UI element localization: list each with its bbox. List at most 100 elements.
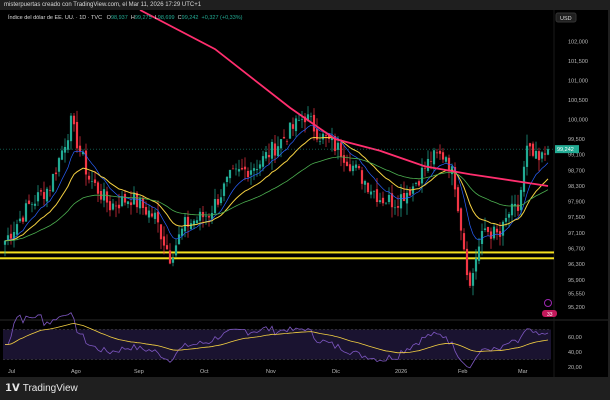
chart-area[interactable]: 102,000 101,500 101,000 100,500 100,000 99,50… — [0, 9, 608, 377]
high-label: H — [130, 15, 135, 21]
candle-body — [270, 141, 274, 159]
candle-body — [78, 145, 82, 152]
candle-body — [96, 182, 100, 194]
currency-label: USD — [560, 16, 572, 22]
candle-body — [489, 231, 493, 239]
candle-body — [285, 141, 289, 142]
y-tick-label: 98,300 — [568, 184, 585, 190]
candle-body — [303, 116, 307, 123]
y-tick-label: 101,000 — [568, 78, 588, 84]
candle-body — [438, 150, 442, 154]
y-tick-label: 102,000 — [568, 39, 588, 45]
candle-body — [354, 164, 358, 168]
candle-body — [240, 167, 244, 170]
candle-body — [540, 152, 544, 159]
rsi-line — [5, 312, 549, 369]
events-badge — [542, 310, 557, 317]
x-tick-label: Feb — [458, 369, 467, 375]
candle-body — [456, 187, 460, 212]
x-tick-label: Oct — [200, 369, 209, 375]
candle-body — [81, 151, 85, 155]
candle-body — [516, 204, 520, 211]
candle-body — [39, 190, 43, 192]
candle-body — [60, 150, 64, 160]
x-tick-label: Jul — [8, 369, 15, 375]
symbol-label: Índice del dólar de EE. UU. · 1D · TVC — [8, 15, 103, 21]
candle-body — [93, 179, 97, 183]
candle-body — [33, 203, 37, 206]
candle-body — [243, 166, 247, 170]
ohlc-legend: Índice del dólar de EE. UU. · 1D · TVC O… — [8, 15, 243, 21]
support-level-line — [0, 251, 554, 254]
candle-body — [234, 168, 238, 170]
candle-body — [546, 149, 550, 155]
candle-body — [537, 151, 541, 161]
candle-body — [399, 194, 403, 209]
candle-body — [117, 204, 121, 209]
candle-body — [345, 161, 349, 166]
candle-body — [213, 199, 217, 214]
candle-body — [435, 152, 439, 154]
candle-body — [6, 235, 10, 241]
candle-body — [348, 164, 352, 171]
events-badge-label: 33 — [547, 312, 553, 318]
candle-body — [249, 170, 253, 175]
candle-body — [483, 228, 487, 230]
candle-body — [321, 133, 325, 140]
candle-body — [357, 166, 361, 169]
candle-body — [360, 170, 364, 184]
candle-body — [396, 206, 400, 208]
candle-body — [402, 193, 406, 202]
candle-body — [414, 182, 418, 184]
candle-body — [495, 228, 499, 233]
candle-body — [423, 167, 427, 169]
x-tick-label: Mar — [518, 369, 528, 375]
candle-body — [42, 192, 46, 199]
candle-body — [351, 165, 355, 172]
candle-body — [225, 176, 229, 182]
tv-logo-icon: 𝟭𝗩 — [5, 383, 20, 394]
candle-body — [228, 169, 232, 179]
candle-body — [105, 191, 109, 203]
candle-body — [459, 208, 463, 231]
x-tick-label: Dic — [332, 369, 340, 375]
candle-body — [300, 119, 304, 120]
candle-body — [531, 143, 535, 156]
candle-body — [165, 245, 169, 250]
candle-body — [111, 203, 115, 210]
candle-body — [144, 207, 148, 215]
candle-body — [177, 234, 181, 245]
candle-body — [267, 154, 271, 158]
candle-body — [222, 183, 226, 196]
candle-body — [147, 210, 151, 218]
candle-body — [210, 212, 214, 219]
candle-body — [417, 181, 421, 186]
x-tick-label: Ago — [71, 369, 81, 375]
candle-body — [246, 170, 250, 178]
candle-body — [297, 120, 301, 121]
candle-body — [519, 189, 523, 211]
candle-body — [258, 164, 262, 169]
candle-body — [426, 158, 430, 171]
currency-button[interactable] — [555, 12, 577, 23]
alert-icon — [544, 299, 552, 307]
candle-body — [315, 128, 319, 140]
price-chart[interactable]: 102,000 101,500 101,000 100,500 100,000 99,50… — [0, 9, 608, 377]
tradingview-logo[interactable]: 𝟭𝗩 TradingView — [5, 383, 78, 394]
candle-body — [384, 202, 388, 204]
candle-body — [333, 136, 337, 152]
candle-body — [231, 168, 235, 170]
candle-body — [330, 137, 334, 141]
candle-body — [477, 246, 481, 261]
price-axis — [555, 10, 608, 377]
candle-body — [498, 231, 502, 237]
candle-body — [54, 172, 58, 175]
candle-body — [513, 203, 517, 207]
y-tick-label: 97,900 — [568, 200, 585, 206]
high-value: 99,275 — [134, 15, 152, 21]
support-level-line — [0, 257, 554, 260]
candle-body — [462, 233, 466, 250]
candle-body — [468, 272, 472, 286]
candle-body — [543, 153, 547, 155]
candle-body — [444, 157, 448, 162]
